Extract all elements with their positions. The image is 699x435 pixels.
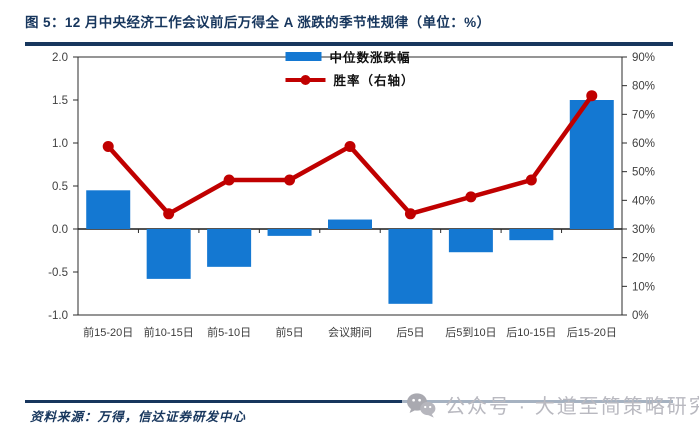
figure-title: 图 5：12 月中央经济工作会议前后万得全 A 涨跌的季节性规律（单位：%） [25, 15, 491, 30]
right-axis-tick-label: 60% [632, 138, 655, 150]
right-axis-tick-label: 30% [632, 224, 655, 236]
win-rate-marker [344, 140, 356, 152]
chart-canvas: 2.0 1.5 1.0 0.5 0.0 -0.5 -1.0 90% 80% 70% 60% 50% 40… [48, 52, 655, 339]
median-change-bar [328, 219, 372, 229]
line-series-swatch [285, 74, 326, 85]
left-axis-tick-label: -0.5 [48, 267, 68, 279]
win-rate-marker [525, 174, 537, 186]
win-rate-marker [586, 90, 598, 102]
legend-item-win-rate: 胜率（右轴） [285, 70, 414, 89]
wechat-icon [407, 392, 436, 418]
median-change-bar [146, 229, 191, 279]
source-attribution: 资料来源：万得，信达证券研发中心 [30, 410, 247, 424]
watermark-text: 公众号 · 大道至简策略研究 [445, 396, 699, 418]
median-change-bar [388, 229, 433, 304]
x-axis-category-label: 前10-15日 [144, 325, 194, 339]
right-axis-tick-label: 0% [632, 310, 649, 322]
median-change-bar [267, 229, 312, 236]
bar-series-swatch [285, 52, 322, 61]
title-divider-rule [25, 42, 673, 46]
left-axis-tick-label: 0.5 [52, 181, 68, 193]
median-change-bar [509, 229, 554, 241]
median-change-bar [569, 100, 614, 229]
right-axis-tick-label: 50% [632, 167, 655, 179]
left-axis-tick-label: 1.5 [52, 95, 68, 107]
left-axis-tick-label: -1.0 [48, 310, 68, 322]
right-axis-tick-label: 70% [632, 109, 655, 121]
watermark: 公众号 · 大道至简策略研究 [402, 389, 699, 420]
x-axis-category-label: 后15-20日 [567, 326, 617, 339]
x-axis-category-label: 后5日 [396, 326, 424, 339]
win-rate-marker [404, 208, 416, 220]
footer-divider-rule [25, 400, 673, 403]
median-change-bar [86, 190, 131, 229]
right-axis-tick-label: 90% [632, 52, 655, 64]
right-axis-tick-label: 20% [632, 253, 655, 265]
win-rate-line [105, 93, 595, 217]
x-axis-category-label: 前15-20日 [83, 325, 133, 339]
left-axis-tick-label: 0.0 [52, 224, 68, 236]
win-rate-marker [163, 208, 175, 220]
median-change-bar [448, 229, 493, 253]
left-axis-tick-label: 2.0 [52, 52, 68, 64]
right-axis-tick-label: 40% [632, 195, 655, 207]
chart-legend: 中位数涨跌幅 胜率（右轴） [285, 47, 414, 89]
x-axis-category-label: 后10-15日 [506, 326, 556, 339]
x-axis-category-label: 会议期间 [328, 326, 372, 339]
win-rate-marker [102, 140, 114, 152]
legend-item-median-change: 中位数涨跌幅 [285, 47, 414, 66]
legend-label: 胜率（右轴） [333, 74, 415, 88]
win-rate-marker [223, 174, 235, 186]
median-change-bar [207, 229, 252, 267]
right-axis-tick-label: 80% [632, 81, 655, 93]
win-rate-marker [465, 191, 477, 203]
left-axis-tick-label: 1.0 [52, 138, 68, 150]
x-axis-category-label: 前5日 [275, 325, 303, 339]
line-swatch-marker [300, 74, 311, 85]
x-axis-category-label: 前5-10日 [207, 325, 251, 339]
right-axis-tick-label: 10% [632, 281, 655, 293]
x-axis-category-label: 后5到10日 [445, 326, 496, 339]
win-rate-marker [284, 174, 296, 186]
legend-label: 中位数涨跌幅 [329, 51, 411, 65]
